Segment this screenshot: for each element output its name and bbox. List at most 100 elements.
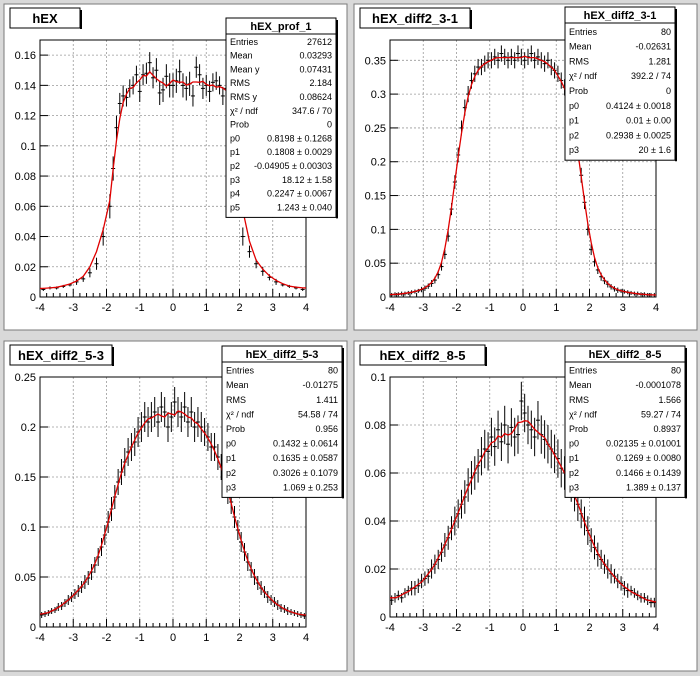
x-tick-label: -1 [135,632,145,644]
stats-row-value: 0.1466 ± 0.1439 [616,468,681,478]
stats-row-label: p2 [569,468,579,478]
pad-title: hEX [9,7,82,29]
stats-row-value: 1.243 ± 0.040 [277,202,332,212]
stats-row-label: χ² / ndf [569,71,597,81]
stats-title: hEX_diff2_3-1 [584,10,657,22]
y-tick-label: 0.06 [15,201,36,213]
pad-title: hEX_diff2_5-3 [9,344,114,366]
x-tick-label: 4 [303,302,309,314]
stats-row-value: 392.2 / 74 [631,71,671,81]
stats-row-label: Entries [226,366,255,376]
x-tick-label: -2 [452,622,462,634]
stats-row-value: 0.1432 ± 0.0614 [273,439,338,449]
stats-row-value: 0.4124 ± 0.0018 [606,101,671,111]
stats-row-value: 0.03293 [299,51,332,61]
x-tick-label: 3 [270,632,276,644]
x-tick-label: -1 [485,302,495,314]
stats-row-label: χ² / ndf [226,409,254,419]
stats-row-value: 0.1269 ± 0.0080 [616,453,681,463]
stats-row-value: 0.3026 ± 0.1079 [273,468,338,478]
stats-title: hEX_prof_1 [250,21,311,33]
stats-row-value: 0.8198 ± 0.1268 [267,133,332,143]
pad-3: -4 -3 -2 -1 0 1 2 3 4 0 0.05 0.1 0.15 0.2 0.25 hEX_diff… [3,340,348,672]
pad-title: hEX_diff2_8-5 [359,344,487,366]
x-tick-label: -1 [485,622,495,634]
stats-row-label: Mean y [230,64,260,74]
x-tick-label: 3 [620,302,626,314]
x-tick-label: 1 [553,302,559,314]
pad-4: -4 -3 -2 -1 0 1 2 3 4 0 0.02 0.04 0.06 0.08 0.1 hEX_dif… [353,340,698,672]
pad-title-text: hEX_diff2_8-5 [380,348,466,363]
y-tick-label: 0.1 [371,372,386,384]
y-tick-label: 0.05 [365,258,386,270]
stats-frame [221,345,343,498]
x-tick-label: 1 [203,302,209,314]
y-tick-label: 0.2 [371,157,386,169]
y-tick-label: 0.1 [371,224,386,236]
stats-row-value: 54.58 / 74 [298,409,338,419]
stats-row-value: 0.956 [315,424,338,434]
x-tick-label: -2 [102,632,112,644]
y-tick-label: 0.1 [21,141,36,153]
stats-box: hEX_diff2_3-1 Entries 80 Mean -0.02631 RMS 1.2… [564,6,677,162]
pad-title-text: hEX [32,11,58,26]
x-tick-label: 1 [203,632,209,644]
stats-frame [564,345,686,498]
stats-row-value: 0.01 ± 0.00 [626,116,671,126]
stats-row-label: p2 [569,130,579,140]
stats-row-value: 0.1808 ± 0.0029 [267,147,332,157]
stats-row-value: 2.184 [309,78,332,88]
stats-row-value: 1.389 ± 0.137 [626,482,681,492]
y-tick-label: 0 [380,612,386,624]
y-tick-label: 0.08 [365,420,386,432]
y-tick-label: 0.05 [15,572,36,584]
stats-row-value: -0.02631 [635,42,671,52]
stats-row-label: p3 [569,145,579,155]
stats-frame [225,17,337,218]
stats-row-label: RMS [569,395,589,405]
x-tick-label: -4 [385,622,395,634]
y-tick-label: 0.16 [15,50,36,62]
stats-row-value: 18.12 ± 1.58 [282,175,332,185]
y-tick-label: 0 [30,292,36,304]
y-tick-label: 0.12 [15,111,36,123]
y-tick-label: 0 [380,292,386,304]
x-tick-label: 3 [620,622,626,634]
stats-row-label: RMS [226,395,246,405]
stats-row-label: RMS [230,78,250,88]
y-tick-label: 0.04 [15,232,36,244]
stats-row-value: -0.01275 [302,380,338,390]
x-tick-label: 0 [520,622,526,634]
stats-row-label: RMS [569,56,589,66]
stats-row-label: Prob [226,424,245,434]
stats-row-label: p1 [569,116,579,126]
stats-row-label: p2 [230,161,240,171]
x-tick-label: -3 [418,302,428,314]
stats-box: hEX_diff2_8-5 Entries 80 Mean -0.0001078 RMS 1… [564,345,687,499]
stats-row-label: p3 [569,482,579,492]
x-tick-label: -3 [418,622,428,634]
x-tick-label: 1 [553,622,559,634]
pad-title-text: hEX_diff2_3-1 [372,11,458,26]
stats-row-label: p5 [230,202,240,212]
stats-row-label: Prob [569,86,588,96]
y-tick-label: 0.25 [15,372,36,384]
stats-row-label: p1 [230,147,240,157]
stats-row-value: 1.411 [316,395,338,405]
pad-title-text: hEX_diff2_5-3 [18,348,104,363]
stats-row-label: χ² / ndf [569,409,597,419]
stats-row-label: p0 [226,439,236,449]
y-tick-label: 0.25 [365,123,386,135]
y-tick-label: 0.08 [15,171,36,183]
stats-box: hEX_prof_1 Entries 27612 Mean 0.03293 Mean y 0… [225,17,338,219]
stats-row-label: p3 [230,175,240,185]
x-tick-label: -2 [452,302,462,314]
stats-row-label: Mean [569,42,592,52]
stats-row-value: 0.1635 ± 0.0587 [273,453,338,463]
y-tick-label: 0.3 [371,89,386,101]
x-tick-label: 0 [170,632,176,644]
x-tick-label: 4 [303,632,309,644]
y-tick-label: 0.04 [365,516,386,528]
stats-row-value: 20 ± 1.6 [639,145,671,155]
